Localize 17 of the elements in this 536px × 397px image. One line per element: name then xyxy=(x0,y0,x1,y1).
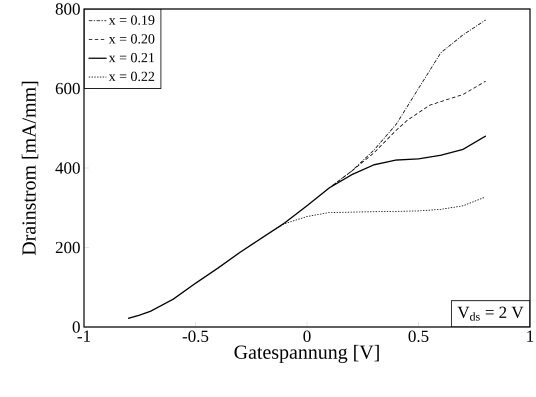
x-axis-title: Gatespannung [V] xyxy=(234,344,379,363)
y-tick-label: 600 xyxy=(56,82,80,94)
legend-label: x = 0.20 xyxy=(108,34,154,44)
x-tick-label: 1 xyxy=(527,330,534,342)
y-axis-title: Drainstrom [mA/mm] xyxy=(22,82,38,256)
x-tick-label: 0.5 xyxy=(408,330,428,342)
annotation: V$_{ds}$ = 2 V xyxy=(458,306,524,321)
legend-label: x = 0.22 xyxy=(108,72,154,82)
legend-label: x = 0.21 xyxy=(108,52,154,62)
x-tick-label: 0 xyxy=(303,330,311,342)
y-tick-label: 400 xyxy=(55,162,80,174)
x-tick-label: -1 xyxy=(78,330,90,342)
y-tick-label: 200 xyxy=(56,242,80,254)
y-tick-label: 800 xyxy=(56,3,80,15)
x-tick-label: -0.5 xyxy=(182,330,208,342)
y-tick-label: 0 xyxy=(72,321,80,333)
legend-label: x = 0.19 xyxy=(108,15,154,25)
